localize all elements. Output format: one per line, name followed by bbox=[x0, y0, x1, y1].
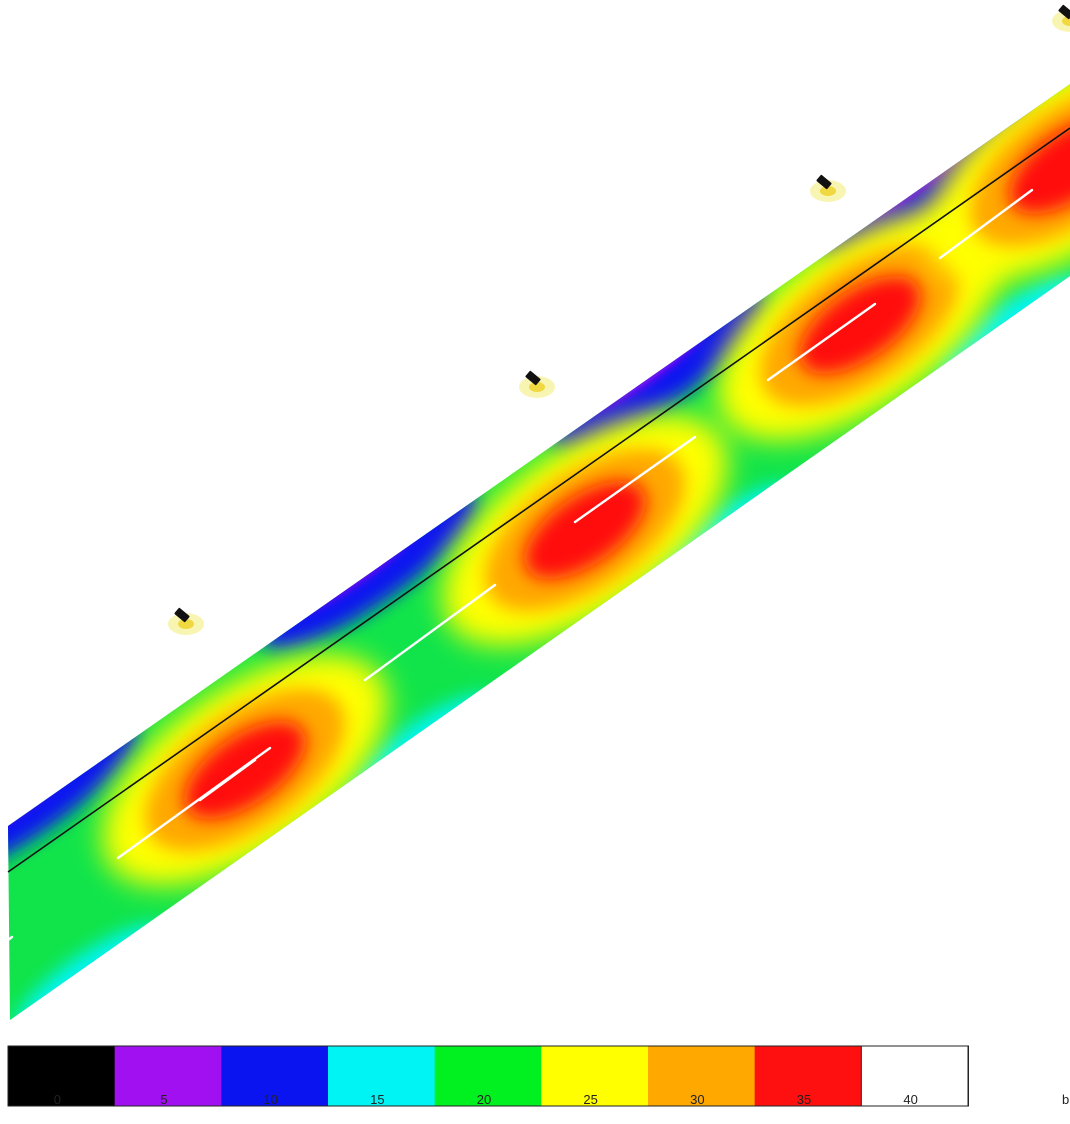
legend-swatch bbox=[754, 1046, 862, 1106]
street-lamp-icon bbox=[519, 370, 555, 398]
luminaires bbox=[168, 4, 1070, 635]
legend-tick-label: 40 bbox=[903, 1092, 917, 1107]
lane-marking bbox=[573, 435, 697, 524]
legend-swatch bbox=[860, 1045, 969, 1107]
legend-swatch bbox=[648, 1046, 756, 1106]
illuminance-pool-35 bbox=[799, 276, 921, 374]
legend-swatch bbox=[328, 1046, 436, 1106]
lane-marking bbox=[766, 302, 877, 382]
legend-frame bbox=[7, 1045, 969, 1107]
street-lamp-icon bbox=[810, 174, 846, 202]
road-edge-line bbox=[7, 127, 1070, 873]
legend-tick-label: 0 bbox=[54, 1092, 61, 1107]
color-scale-legend: 0 5 10 15 20 25 30 35 40 bbox=[7, 1045, 969, 1107]
legend-tick-label: 5 bbox=[160, 1092, 167, 1107]
lane-marking bbox=[6, 935, 14, 942]
lane-marking bbox=[28, 283, 1070, 1012]
lane-marking bbox=[198, 758, 257, 802]
legend-tick-label: 20 bbox=[477, 1092, 491, 1107]
street-lamp-icon bbox=[1052, 4, 1070, 32]
legend-swatch bbox=[221, 1046, 329, 1106]
legend-tick-label: 15 bbox=[370, 1092, 384, 1107]
illuminance-pool-35 bbox=[1009, 116, 1070, 214]
legend-tick-label: 10 bbox=[263, 1092, 277, 1107]
legend-tick-label: 25 bbox=[583, 1092, 597, 1107]
street-lamp-icon bbox=[168, 607, 204, 635]
illuminance-pool-35 bbox=[184, 721, 306, 819]
legend-swatch bbox=[434, 1046, 542, 1106]
legend-swatch bbox=[114, 1046, 222, 1106]
legend-tick-label: 35 bbox=[797, 1092, 811, 1107]
panel-label: b bbox=[1062, 1092, 1069, 1107]
lane-marking bbox=[363, 583, 497, 682]
illuminance-pool-35 bbox=[524, 481, 646, 579]
lane-marking bbox=[938, 188, 1034, 260]
lane-markings bbox=[6, 188, 1070, 1012]
legend-tick-label: 30 bbox=[690, 1092, 704, 1107]
legend-swatch bbox=[8, 1046, 116, 1106]
legend-swatch bbox=[541, 1046, 649, 1106]
